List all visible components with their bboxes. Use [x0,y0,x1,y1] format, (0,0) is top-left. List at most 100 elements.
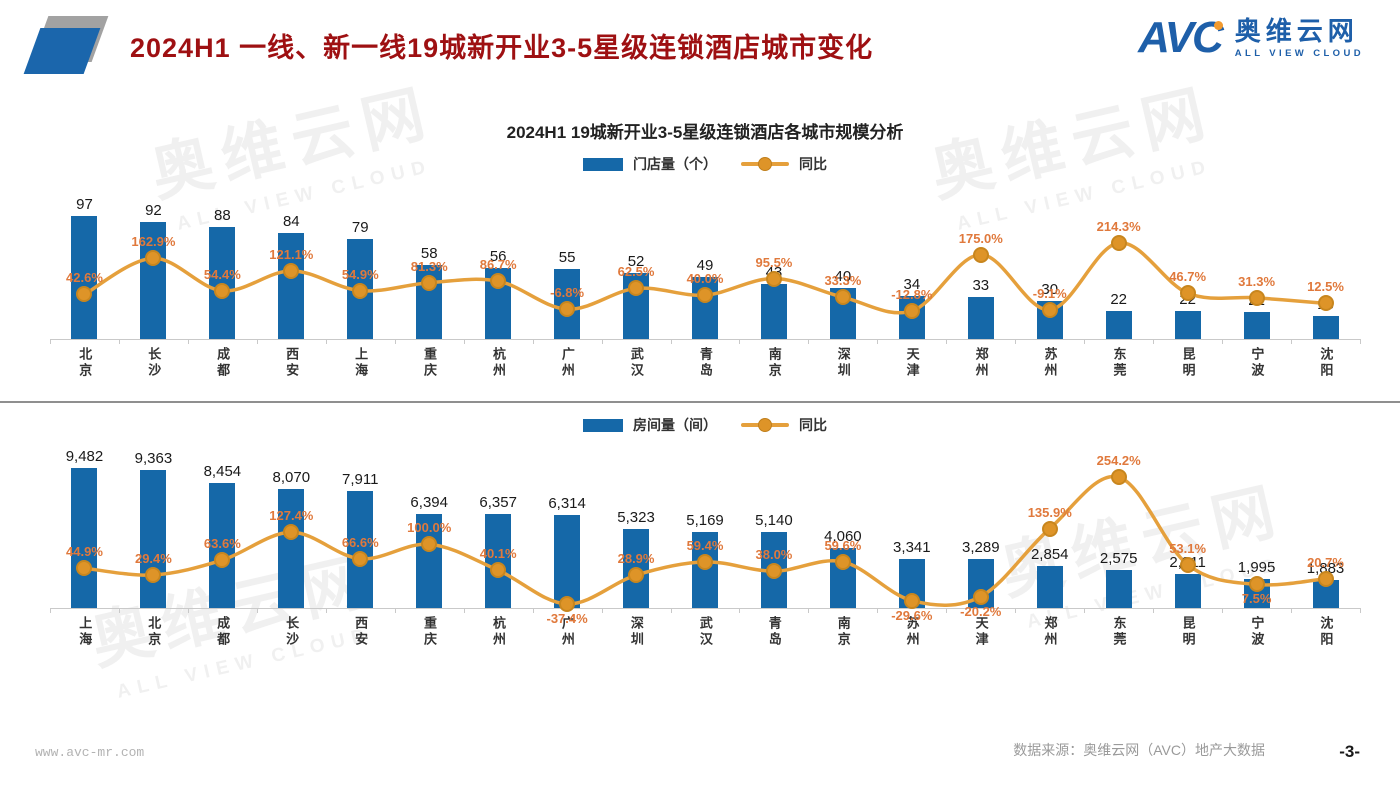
bar-value-label: 8,070 [272,468,311,486]
avc-logo-abbr: AVC [1138,13,1224,62]
yoy-point [352,282,369,299]
legend-line-label: 同比 [799,417,827,433]
yoy-point [903,303,920,319]
bar-value-label: 1,995 [1237,558,1276,576]
category-label: 沈阳 [1318,347,1334,379]
axis-tick [946,608,948,613]
yoy-label: -12.8% [891,287,933,302]
bar [1174,573,1201,608]
yoy-label: 20.7% [1307,554,1344,570]
category-label: 天津 [904,347,920,379]
category-label: 广州 [559,347,575,379]
category-label: 杭州 [490,347,506,379]
yoy-label: -29.6% [891,607,933,623]
bar-value-label: 2,575 [1099,549,1138,567]
axis-tick [50,608,51,613]
yoy-point [76,286,93,303]
category-label: 青岛 [766,616,782,648]
yoy-point [214,282,231,299]
bar-value-label: 3,341 [893,538,931,556]
legend-bar-label: 房间量（间） [633,417,717,433]
bar-value-label: 9,482 [65,448,104,465]
page-title: 2024H1 一线、新一线19城新开业3-5星级连锁酒店城市变化 [130,33,874,63]
yoy-point [490,273,507,290]
yoy-point [834,289,851,306]
axis-tick [463,339,465,344]
store-count-chart: 2024H1 19城新开业3-5星级连锁酒店各城市规模分析 门店量（个） 同比 … [50,118,1361,390]
axis-tick [1360,608,1361,613]
yoy-label: 254.2% [1096,453,1141,469]
axis-tick [50,339,51,344]
bar-value-label: 79 [351,218,369,236]
category-label: 广州 [559,616,575,648]
yoy-point [559,301,576,318]
bar-value-label: 8,454 [203,463,242,481]
category-label: 郑州 [1042,616,1058,648]
slide-corner-mark-icon [23,14,114,78]
blue-parallelogram-icon [23,28,101,74]
yoy-label: 175.0% [958,230,1003,246]
yoy-point [283,524,300,541]
yoy-point [903,592,920,609]
yoy-label: 66.6% [341,534,379,550]
axis-tick [463,608,465,613]
bar [760,284,787,339]
yoy-point [76,560,93,577]
bar-value-label: 9,363 [134,449,173,467]
yoy-label: 33.3% [824,273,862,289]
yoy-point [352,550,369,567]
category-label: 青岛 [697,347,713,379]
bar-value-label: 97 [76,196,93,213]
axis-tick [1291,339,1293,344]
category-label: 深圳 [628,616,644,648]
yoy-point [1110,469,1127,486]
category-label: 苏州 [1042,347,1058,379]
footer-page-number: -3- [1339,742,1360,761]
axis-tick [1153,608,1155,613]
yoy-point [834,553,851,570]
category-label: 东莞 [1111,616,1127,648]
bar-value-label: 33 [972,277,990,295]
category-label: 上海 [77,616,93,648]
yoy-point [214,552,231,569]
legend-bar-label: 门店量（个） [633,156,717,172]
yoy-label: 38.0% [755,547,793,563]
yoy-label: 31.3% [1238,273,1276,289]
category-label: 郑州 [973,347,989,379]
yoy-point [145,250,162,267]
bar-value-label: 5,323 [617,509,655,527]
axis-tick [1222,608,1224,613]
yoy-label: 127.4% [269,508,314,524]
axis-tick [601,339,603,344]
axis-tick [1084,608,1086,613]
yoy-point [421,536,438,553]
bar-value-label: 5,169 [686,511,724,529]
category-label: 昆明 [1180,347,1196,379]
bar [1105,569,1132,608]
yoy-label: 62.5% [617,264,655,280]
yoy-label: 81.3% [410,258,448,274]
axis-tick [1153,339,1155,344]
category-label: 长沙 [146,347,162,379]
bar [278,488,305,608]
category-label: 北京 [77,347,93,379]
axis-tick [670,339,672,344]
category-label: 宁波 [1249,616,1265,648]
axis-tick [256,339,258,344]
bar-value-label: 22 [1110,291,1128,309]
bar-value-label: 55 [558,249,576,267]
bar-value-label: 6,314 [548,494,586,512]
bar [1312,316,1339,339]
yoy-label: 214.3% [1096,218,1141,234]
yoy-label: -20.2% [960,603,1002,619]
axis-tick [1291,608,1293,613]
bar [1036,565,1063,608]
axis-tick [1360,339,1361,344]
category-label: 昆明 [1180,616,1196,648]
axis-tick [532,339,534,344]
yoy-label: 40.0% [686,271,724,287]
bar [1243,312,1270,339]
chart-legend: 门店量（个） 同比 [50,149,1360,179]
yoy-point [1110,234,1127,251]
yoy-label: -6.8% [550,285,585,301]
